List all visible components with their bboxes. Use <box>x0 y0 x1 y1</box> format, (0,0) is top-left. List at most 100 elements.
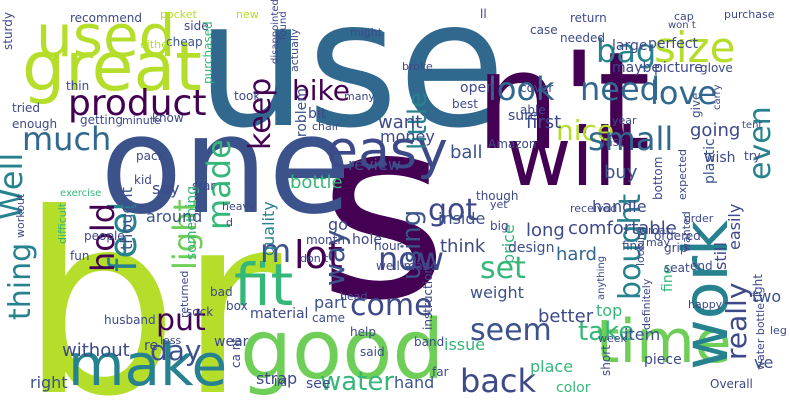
word-star: star <box>192 179 215 193</box>
word-set: set <box>480 251 526 286</box>
word-think: think <box>440 236 486 257</box>
word-expected: expected <box>676 149 689 200</box>
word-leg: leg <box>770 324 787 337</box>
word-cover: cover <box>520 81 553 95</box>
word-piece: piece <box>644 352 682 368</box>
word-easy: easy <box>326 121 448 181</box>
word-disappointed: disappointed <box>270 0 281 64</box>
word-carry: carry <box>712 84 723 110</box>
word-short: short <box>599 345 613 376</box>
word-work: work <box>669 220 742 370</box>
word-back: back <box>460 362 537 400</box>
word-fit: fit <box>234 251 293 319</box>
word-purchased: purchased <box>201 21 215 84</box>
word-part: part <box>314 293 347 312</box>
word-water: water <box>320 367 394 397</box>
word-workout: workout <box>14 193 27 238</box>
word-maybe: maybe <box>612 60 660 76</box>
word-help: help <box>350 325 376 339</box>
word-review: review <box>348 155 401 174</box>
word-broke: broke <box>402 60 433 73</box>
word-price: price <box>499 224 518 264</box>
word-sock: sock <box>186 305 213 319</box>
word-return: return <box>570 11 607 25</box>
word-enough: enough <box>12 117 57 131</box>
word-around: around <box>146 207 202 226</box>
word-wish: wish <box>704 150 736 166</box>
word-day: day <box>150 334 202 367</box>
word-fine: fine <box>660 266 676 292</box>
word-yet: yet <box>490 198 508 211</box>
word-minute: minute <box>122 114 161 127</box>
word-grip: grip <box>664 241 688 255</box>
word-comfortable: comfortable <box>568 218 677 239</box>
word-got: got <box>428 193 477 228</box>
word-end: end <box>690 259 713 273</box>
word-tent: tent <box>742 120 762 131</box>
word-make: make <box>68 331 227 399</box>
word-little: little <box>403 92 433 150</box>
word-box: box <box>226 299 248 313</box>
word-sure: sure <box>508 108 538 124</box>
word-definitely: definitely <box>640 278 653 330</box>
word-hole: hole <box>352 232 382 248</box>
word-far: far <box>432 365 449 379</box>
word-know: know <box>152 111 184 125</box>
word-difficult: difficult <box>56 202 69 244</box>
word-might: might <box>350 26 383 39</box>
word-used: used <box>36 2 175 70</box>
word-hour: hour <box>374 239 402 253</box>
word-order: order <box>684 212 714 225</box>
word-keep: keep <box>243 78 278 150</box>
word-bottom: bottom <box>651 157 665 200</box>
word-feel: feel <box>101 201 145 272</box>
word-less: less <box>160 334 182 347</box>
word-happy: happy <box>688 298 723 311</box>
word-recommend: recommend <box>70 11 142 25</box>
word-month: month <box>306 233 345 247</box>
word-one: one <box>100 87 351 244</box>
word-week: week <box>598 332 628 345</box>
word-picture: picture <box>654 60 703 76</box>
word-year: year <box>612 114 637 127</box>
word-made: made <box>200 139 238 230</box>
word-cap: cap <box>674 10 694 23</box>
word-try: try <box>744 149 761 163</box>
word-now: now <box>378 240 444 278</box>
word-two: two <box>752 287 781 306</box>
word-fun: fun <box>70 249 89 263</box>
word-perfect: perfect <box>648 36 698 52</box>
word-easily: easily <box>725 204 744 250</box>
word-bottle: bottle <box>290 172 343 193</box>
word-found: found <box>278 11 289 40</box>
word-looking: looking <box>634 226 647 266</box>
word-n-t: n't <box>475 23 651 180</box>
word-well: Well <box>0 153 30 220</box>
word-long: long <box>526 220 565 241</box>
word-place: place <box>530 357 573 376</box>
word-ca-nt: ca nt <box>229 338 243 368</box>
word-thought: thought <box>117 187 136 250</box>
word-lid: lid <box>274 376 287 389</box>
word-bit: bit <box>308 106 327 122</box>
word-overall: Overall <box>710 377 753 391</box>
word-hold: hold <box>84 203 122 272</box>
word-really: really <box>720 283 753 360</box>
word-much: much <box>22 120 111 158</box>
word-handle: handle <box>592 197 647 216</box>
word-wanted: wanted <box>680 211 693 252</box>
word-needed: needed <box>560 31 605 45</box>
word-seat: seat <box>664 261 690 275</box>
word-great: great <box>22 28 202 107</box>
word-color: color <box>556 380 591 396</box>
word-money: money <box>380 127 435 146</box>
word-good: good <box>240 303 444 398</box>
word-take: take <box>578 317 634 347</box>
word-case: case <box>530 23 558 37</box>
word-problem: problem <box>294 88 310 146</box>
word-glove: glove <box>700 61 733 75</box>
word-exercise: exercise <box>60 188 101 199</box>
word-head: head <box>340 290 367 303</box>
word-best: best <box>452 97 478 111</box>
